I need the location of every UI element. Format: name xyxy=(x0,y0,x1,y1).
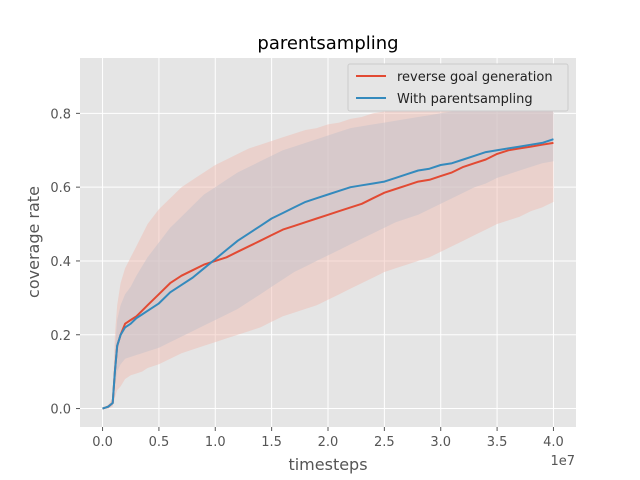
line-reverse-goal-generation xyxy=(102,141,554,410)
x-tick-label: 0.0 xyxy=(92,435,113,450)
y-tick-label: 0.4 xyxy=(50,255,71,270)
y-tick-label: 0.8 xyxy=(50,107,71,122)
x-tick-label: 0.5 xyxy=(149,435,170,450)
legend-box xyxy=(347,63,569,112)
x-axis-offset-label: 1e7 xyxy=(550,454,575,469)
y-tick-label: 0.2 xyxy=(50,329,71,344)
x-tick-label: 2.5 xyxy=(374,435,395,450)
x-tick-label: 1.0 xyxy=(205,435,226,450)
x-tick-label: 4.0 xyxy=(543,435,564,450)
x-axis-label: timesteps xyxy=(288,455,367,474)
band-with-parentsampling xyxy=(102,94,554,409)
grid xyxy=(80,58,576,427)
x-tick-label: 2.0 xyxy=(318,435,339,450)
y-tick-label: 0.6 xyxy=(50,181,71,196)
x-tick-label: 3.5 xyxy=(487,435,508,450)
legend-label-with-parentsampling: With parentsampling xyxy=(397,92,533,107)
tick-labels: 0.0 0.5 1.0 1.5 2.0 2.5 3.0 3.5 4.0 0.0 0.2 0.4 0.6 0… xyxy=(50,107,563,450)
y-axis-label: coverage rate xyxy=(24,186,43,298)
y-tick-label: 0.0 xyxy=(50,403,71,418)
x-tick-label: 3.0 xyxy=(430,435,451,450)
series-lines xyxy=(102,138,554,410)
legend: reverse goal generation With parentsampl… xyxy=(347,63,569,112)
chart-title: parentsampling xyxy=(257,33,398,54)
x-tick-label: 1.5 xyxy=(261,435,282,450)
line-with-parentsampling xyxy=(102,138,554,410)
legend-label-reverse-goal-generation: reverse goal generation xyxy=(397,70,553,85)
